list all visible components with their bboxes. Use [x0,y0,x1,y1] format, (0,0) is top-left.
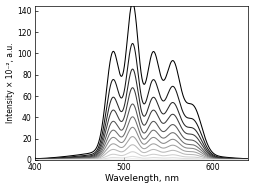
Y-axis label: Intensity × 10⁻², a.u.: Intensity × 10⁻², a.u. [6,42,14,123]
X-axis label: Wavelength, nm: Wavelength, nm [105,174,179,184]
